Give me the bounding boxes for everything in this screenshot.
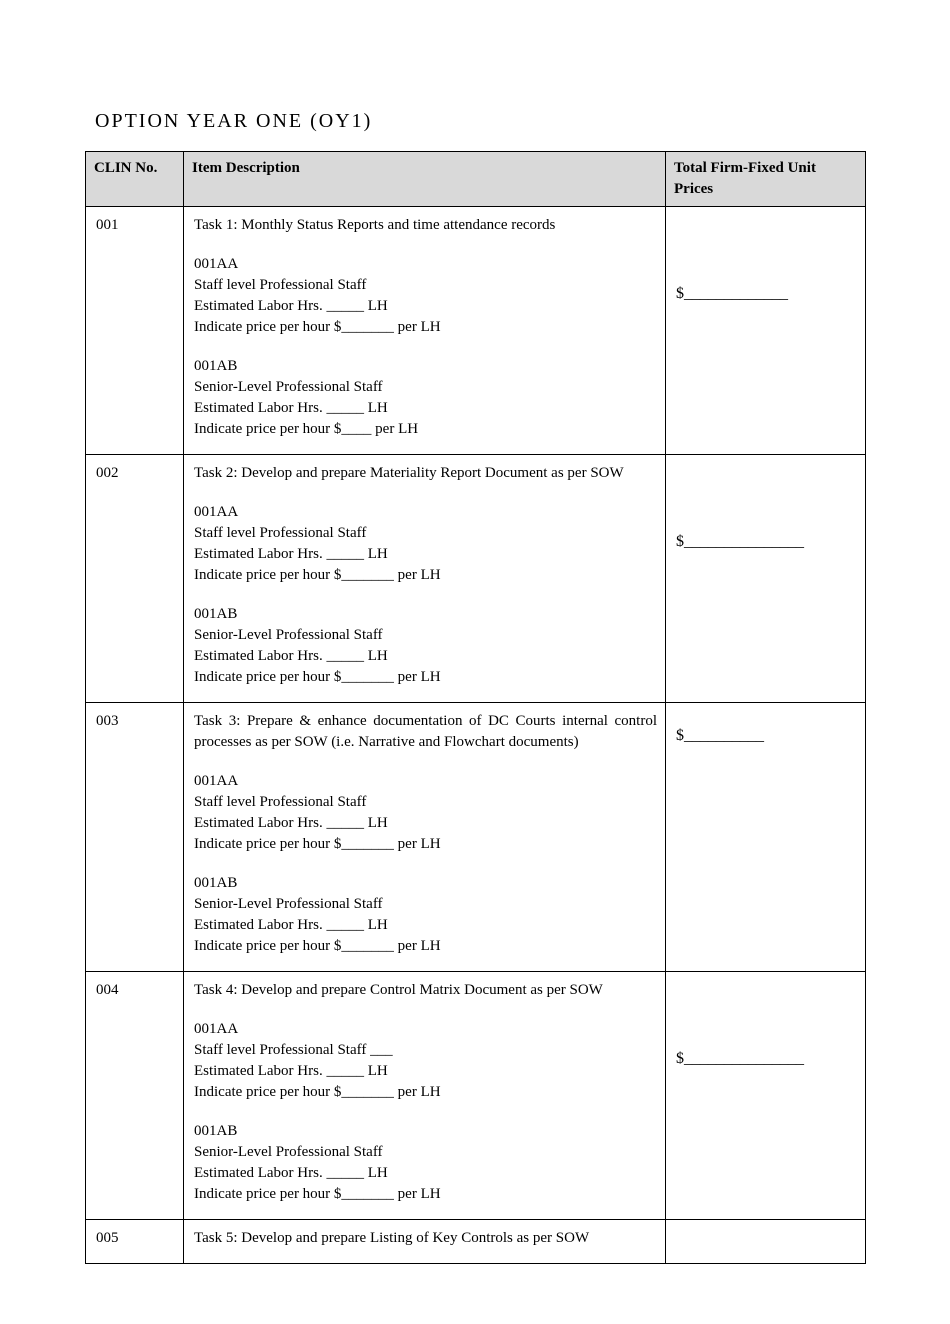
price-cell bbox=[666, 1220, 866, 1264]
table-body: 001 Task 1: Monthly Status Reports and ti… bbox=[86, 207, 866, 1264]
clin-number: 005 bbox=[86, 1220, 184, 1264]
sub-item-ab: 001AB Senior-Level Professional Staff Es… bbox=[194, 356, 657, 440]
table-row: 001 Task 1: Monthly Status Reports and ti… bbox=[86, 207, 866, 455]
item-description: Task 5: Develop and prepare Listing of K… bbox=[184, 1220, 666, 1264]
price-value: $_______________ bbox=[676, 1048, 857, 1070]
item-description: Task 3: Prepare & enhance documentation … bbox=[184, 703, 666, 972]
table-row: 004 Task 4: Develop and prepare Control M… bbox=[86, 972, 866, 1220]
sub-item-ab: 001AB Senior-Level Professional Staff Es… bbox=[194, 1121, 657, 1205]
price-value: $_______________ bbox=[676, 531, 857, 553]
page-title: OPTION YEAR ONE (OY1) bbox=[95, 110, 865, 133]
task-line: Task 5: Develop and prepare Listing of K… bbox=[194, 1228, 657, 1249]
item-description: Task 4: Develop and prepare Control Matr… bbox=[184, 972, 666, 1220]
sub-item-ab: 001AB Senior-Level Professional Staff Es… bbox=[194, 873, 657, 957]
item-description: Task 1: Monthly Status Reports and time … bbox=[184, 207, 666, 455]
sub-item-aa: 001AA Staff level Professional Staff Est… bbox=[194, 254, 657, 338]
price-value: $__________ bbox=[676, 725, 857, 747]
table-header-row: CLIN No. Item Description Total Firm-Fix… bbox=[86, 152, 866, 207]
table-row: 003Task 3: Prepare & enhance documentati… bbox=[86, 703, 866, 972]
task-line: Task 3: Prepare & enhance documentation … bbox=[194, 711, 657, 753]
clin-number: 003 bbox=[86, 703, 184, 972]
price-cell: $_____________ bbox=[666, 207, 866, 455]
sub-item-aa: 001AA Staff level Professional Staff Est… bbox=[194, 771, 657, 855]
price-cell: $_______________ bbox=[666, 972, 866, 1220]
page: OPTION YEAR ONE (OY1) CLIN No. Item Desc… bbox=[0, 0, 950, 1324]
header-clin: CLIN No. bbox=[86, 152, 184, 207]
item-description: Task 2: Develop and prepare Materiality … bbox=[184, 455, 666, 703]
task-line: Task 4: Develop and prepare Control Matr… bbox=[194, 980, 657, 1001]
clin-number: 001 bbox=[86, 207, 184, 455]
price-cell: $_______________ bbox=[666, 455, 866, 703]
sub-item-aa: 001AA Staff level Professional Staff Est… bbox=[194, 502, 657, 586]
clin-number: 004 bbox=[86, 972, 184, 1220]
price-cell: $__________ bbox=[666, 703, 866, 972]
task-line: Task 1: Monthly Status Reports and time … bbox=[194, 215, 657, 236]
table-row: 005 Task 5: Develop and prepare Listing o… bbox=[86, 1220, 866, 1264]
clin-number: 002 bbox=[86, 455, 184, 703]
sub-item-aa: 001AA Staff level Professional Staff ___… bbox=[194, 1019, 657, 1103]
task-line: Task 2: Develop and prepare Materiality … bbox=[194, 463, 657, 484]
price-value: $_____________ bbox=[676, 283, 857, 305]
table-row: 002 Task 2: Develop and prepare Materiali… bbox=[86, 455, 866, 703]
header-desc: Item Description bbox=[184, 152, 666, 207]
header-price: Total Firm-Fixed Unit Prices bbox=[666, 152, 866, 207]
clin-table: CLIN No. Item Description Total Firm-Fix… bbox=[85, 151, 866, 1264]
sub-item-ab: 001AB Senior-Level Professional Staff Es… bbox=[194, 604, 657, 688]
